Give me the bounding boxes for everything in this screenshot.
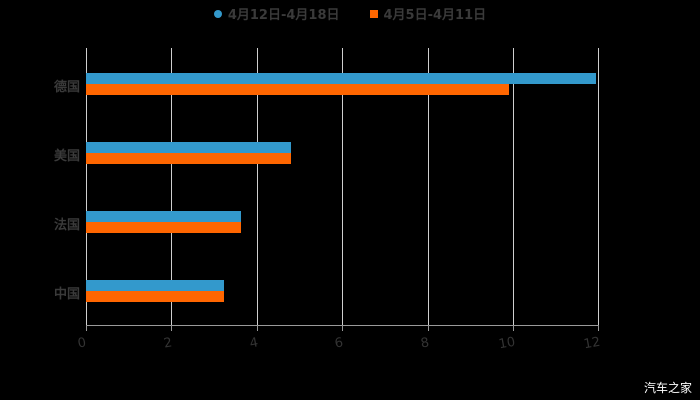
circle-marker-icon xyxy=(213,9,222,18)
legend-item-series-1[interactable]: 4月12日-4月18日 xyxy=(213,4,340,23)
category-label: 美国 xyxy=(53,149,80,164)
x-tick xyxy=(428,325,429,331)
square-marker-icon xyxy=(369,9,378,18)
x-tick-label: 4 xyxy=(248,335,260,352)
watermark: 汽车之家 xyxy=(643,381,692,395)
x-tick-label: 10 xyxy=(497,334,517,353)
x-tick xyxy=(598,325,599,331)
bar-france-series-2[interactable] xyxy=(86,222,241,233)
x-tick xyxy=(86,325,87,331)
category-label: 中国 xyxy=(53,287,80,302)
x-tick xyxy=(342,325,343,331)
bar-china-series-2[interactable] xyxy=(86,291,224,302)
bar-germany-series-1[interactable] xyxy=(86,73,596,84)
x-tick-label: 6 xyxy=(333,335,345,352)
bar-china-series-1[interactable] xyxy=(86,280,224,291)
legend: 4月12日-4月18日 4月5日-4月11日 xyxy=(0,4,700,23)
gridline xyxy=(171,48,172,325)
bar-germany-series-2[interactable] xyxy=(86,84,509,95)
bar-usa-series-2[interactable] xyxy=(86,153,291,164)
gridline xyxy=(86,48,87,325)
x-tick xyxy=(513,325,514,331)
gridline xyxy=(428,48,429,325)
gridline xyxy=(342,48,343,325)
x-tick-label: 8 xyxy=(419,335,431,352)
x-tick xyxy=(171,325,172,331)
plot-area xyxy=(86,48,599,325)
x-tick-label: 0 xyxy=(76,335,88,352)
category-label: 法国 xyxy=(53,218,80,233)
legend-item-series-2[interactable]: 4月5日-4月11日 xyxy=(369,4,487,23)
gridline xyxy=(513,48,514,325)
gridline xyxy=(257,48,258,325)
legend-label: 4月5日-4月11日 xyxy=(383,8,487,23)
bar-france-series-1[interactable] xyxy=(86,211,241,222)
category-label: 德国 xyxy=(53,80,80,95)
x-tick xyxy=(257,325,258,331)
x-tick-label: 12 xyxy=(582,334,602,353)
x-tick-label: 2 xyxy=(162,335,174,352)
bar-usa-series-1[interactable] xyxy=(86,142,291,153)
gridline xyxy=(598,48,599,325)
legend-label: 4月12日-4月18日 xyxy=(227,8,340,23)
